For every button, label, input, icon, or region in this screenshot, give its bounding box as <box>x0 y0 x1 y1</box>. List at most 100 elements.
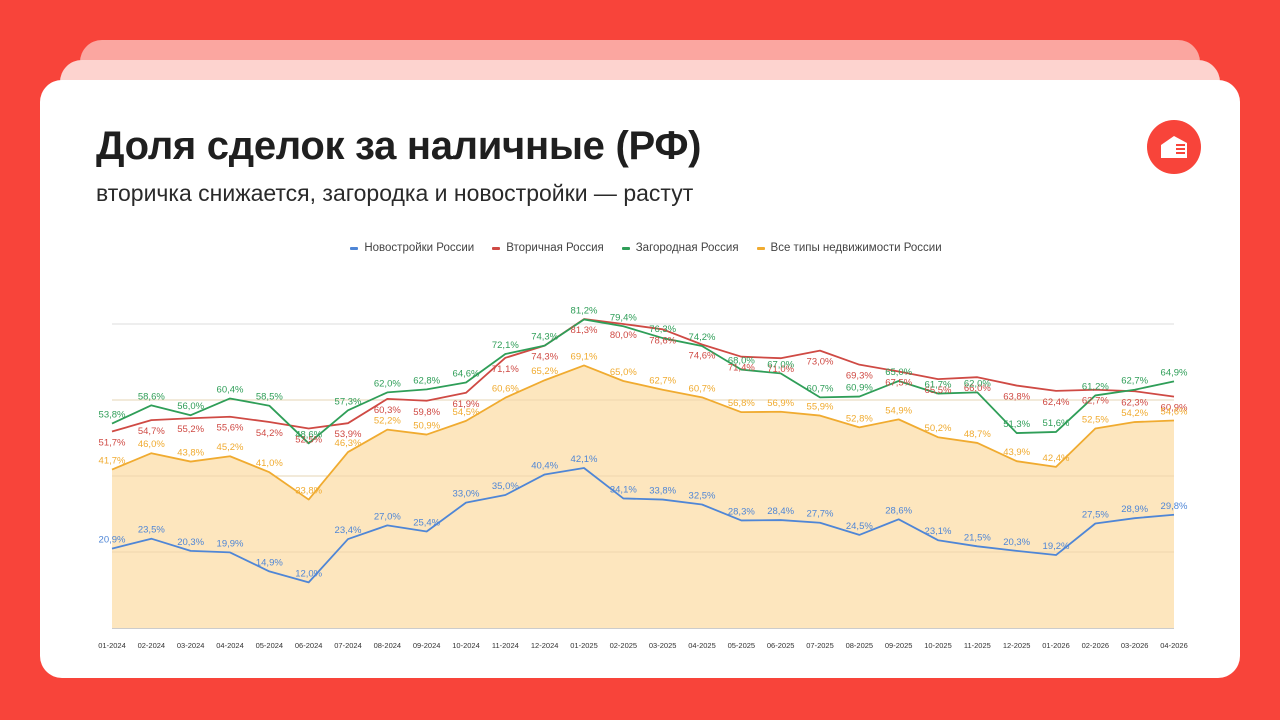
legend-item-2: Загородная Россия <box>621 242 739 254</box>
data-label-vse-tipy: 43,8% <box>177 448 204 459</box>
data-label-zagorodnaya: 74,2% <box>689 332 716 343</box>
data-label-zagorodnaya: 51,3% <box>1003 419 1030 430</box>
x-tick-label: 08-2025 <box>846 641 874 650</box>
x-tick-label: 10-2025 <box>924 641 952 650</box>
data-label-novostroiki: 27,0% <box>374 511 401 522</box>
data-label-vtorichnaya: 55,2% <box>177 424 204 435</box>
data-label-novostroiki: 28,6% <box>885 505 912 516</box>
data-label-vtorichnaya: 66,0% <box>964 383 991 394</box>
data-label-zagorodnaya: 56,0% <box>177 401 204 412</box>
x-tick-label: 05-2025 <box>728 641 756 650</box>
legend-swatch <box>621 246 630 250</box>
data-label-novostroiki: 35,0% <box>492 481 519 492</box>
legend-label: Новостройки России <box>364 242 475 254</box>
data-label-vtorichnaya: 80,0% <box>610 330 637 341</box>
x-tick-label: 12-2024 <box>531 641 559 650</box>
x-tick-label: 04-2024 <box>216 641 244 650</box>
data-label-vse-tipy: 42,4% <box>1043 453 1070 464</box>
x-tick-label: 02-2024 <box>138 641 166 650</box>
data-label-novostroiki: 42,1% <box>571 454 598 465</box>
data-label-vtorichnaya: 71,4% <box>728 363 755 374</box>
data-label-zagorodnaya: 62,8% <box>413 375 440 386</box>
data-label-vtorichnaya: 51,7% <box>99 438 126 449</box>
data-label-novostroiki: 14,9% <box>256 557 283 568</box>
x-tick-label: 01-2024 <box>98 641 126 650</box>
x-tick-label: 02-2026 <box>1082 641 1110 650</box>
data-label-vse-tipy: 43,9% <box>1003 447 1030 458</box>
data-label-vtorichnaya: 81,3% <box>571 325 598 336</box>
data-label-vse-tipy: 62,7% <box>649 376 676 387</box>
data-label-vtorichnaya: 69,3% <box>846 371 873 382</box>
data-label-vse-tipy: 46,0% <box>138 439 165 450</box>
x-tick-label: 05-2024 <box>256 641 284 650</box>
data-label-vse-tipy: 54,2% <box>1121 408 1148 419</box>
data-label-vtorichnaya: 54,2% <box>256 428 283 439</box>
data-label-zagorodnaya: 65,0% <box>885 367 912 378</box>
data-label-vse-tipy: 60,6% <box>492 384 519 395</box>
chart-area: Новостройки России Вторичная Россия Загоро… <box>92 228 1200 658</box>
series-line-zagorodnaya <box>111 318 1175 445</box>
data-label-vtorichnaya: 71,0% <box>767 364 794 375</box>
x-tick-label: 11-2025 <box>964 641 991 650</box>
data-label-vtorichnaya: 60,3% <box>374 405 401 416</box>
line-chart: 20,9% 23,5% 20,3% 19,9% 14,9% 12,0% 23,4% 27,0%… <box>98 305 1188 650</box>
x-tick-label: 01-2026 <box>1042 641 1070 650</box>
x-tick-label: 03-2024 <box>177 641 205 650</box>
data-label-vse-tipy: 54,6% <box>1161 407 1188 418</box>
data-label-vtorichnaya: 74,3% <box>531 352 558 363</box>
data-label-zagorodnaya: 64,6% <box>453 369 480 380</box>
data-label-vtorichnaya: 54,7% <box>138 426 165 437</box>
data-label-vse-tipy: 60,7% <box>689 383 716 394</box>
x-tick-label: 02-2025 <box>610 641 638 650</box>
data-label-vtorichnaya: 59,8% <box>413 407 440 418</box>
data-label-novostroiki: 28,4% <box>767 506 794 517</box>
data-label-zagorodnaya: 72,1% <box>492 340 519 351</box>
data-label-vse-tipy: 52,2% <box>374 416 401 427</box>
data-label-zagorodnaya: 62,7% <box>1121 376 1148 387</box>
data-label-zagorodnaya: 48,6% <box>295 429 322 440</box>
data-label-vse-tipy: 33,8% <box>295 486 322 497</box>
data-label-novostroiki: 20,9% <box>99 535 126 546</box>
data-label-zagorodnaya: 51,6% <box>1043 418 1070 429</box>
data-label-vse-tipy: 52,8% <box>846 413 873 424</box>
house-logo-icon <box>1147 120 1201 174</box>
data-label-novostroiki: 19,2% <box>1043 541 1070 552</box>
x-tick-label: 03-2026 <box>1121 641 1149 650</box>
x-tick-label: 09-2024 <box>413 641 441 650</box>
data-label-vtorichnaya: 62,4% <box>1043 397 1070 408</box>
page-subtitle: вторичка снижается, загородка и новостро… <box>96 180 694 206</box>
data-label-zagorodnaya: 81,2% <box>571 305 598 316</box>
data-label-vtorichnaya: 74,6% <box>689 351 716 362</box>
legend-item-0: Новостройки России <box>350 242 474 254</box>
legend-label: Вторичная Россия <box>506 242 604 254</box>
x-tick-label: 06-2025 <box>767 641 795 650</box>
data-label-zagorodnaya: 58,5% <box>256 392 283 403</box>
data-label-vse-tipy: 48,7% <box>964 429 991 440</box>
chart-card: Доля сделок за наличные (РФ) вторичка сн… <box>40 80 1240 678</box>
data-label-vtorichnaya: 78,6% <box>649 335 676 346</box>
data-label-zagorodnaya: 58,6% <box>138 391 165 402</box>
x-tick-label: 08-2024 <box>374 641 402 650</box>
data-label-zagorodnaya: 53,8% <box>99 410 126 421</box>
x-tick-label: 12-2025 <box>1003 641 1031 650</box>
data-label-zagorodnaya: 79,4% <box>610 312 637 323</box>
legend-label: Загородная Россия <box>635 242 739 254</box>
legend-swatch <box>492 246 501 250</box>
data-label-vse-tipy: 50,9% <box>413 421 440 432</box>
legend-label: Все типы недвижимости России <box>770 242 942 254</box>
data-label-vtorichnaya: 61,9% <box>453 399 480 410</box>
data-label-vtorichnaya: 52,5% <box>295 435 322 446</box>
data-label-vtorichnaya: 53,9% <box>335 429 362 440</box>
x-tick-label: 04-2026 <box>1160 641 1188 650</box>
legend-swatch <box>756 246 765 250</box>
data-label-zagorodnaya: 61,2% <box>1082 381 1109 392</box>
data-label-novostroiki: 29,8% <box>1161 501 1188 512</box>
data-label-vse-tipy: 45,2% <box>217 442 244 453</box>
x-tick-label: 04-2025 <box>688 641 716 650</box>
data-label-vse-tipy: 65,2% <box>531 366 558 377</box>
data-label-vtorichnaya: 62,3% <box>1121 397 1148 408</box>
data-label-zagorodnaya: 74,3% <box>531 332 558 343</box>
legend-swatch <box>350 246 359 250</box>
data-label-novostroiki: 27,5% <box>1082 510 1109 521</box>
data-label-novostroiki: 28,3% <box>728 506 755 517</box>
